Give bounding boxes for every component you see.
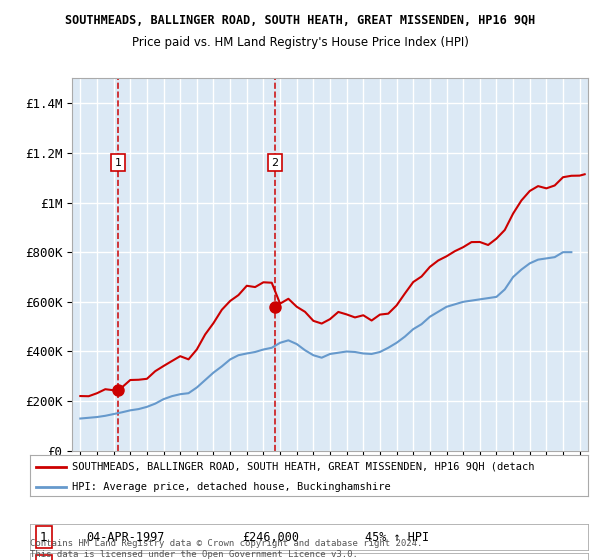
Text: Contains HM Land Registry data © Crown copyright and database right 2024.
This d: Contains HM Land Registry data © Crown c… (30, 539, 422, 559)
Text: 04-APR-1997: 04-APR-1997 (86, 530, 164, 544)
Text: 1: 1 (115, 158, 121, 168)
Text: 1: 1 (40, 530, 48, 544)
Text: SOUTHMEADS, BALLINGER ROAD, SOUTH HEATH, GREAT MISSENDEN, HP16 9QH: SOUTHMEADS, BALLINGER ROAD, SOUTH HEATH,… (65, 14, 535, 27)
Text: HPI: Average price, detached house, Buckinghamshire: HPI: Average price, detached house, Buck… (72, 482, 391, 492)
Text: 45% ↑ HPI: 45% ↑ HPI (365, 530, 429, 544)
Text: Price paid vs. HM Land Registry's House Price Index (HPI): Price paid vs. HM Land Registry's House … (131, 36, 469, 49)
Text: £246,000: £246,000 (242, 530, 299, 544)
Text: 2: 2 (271, 158, 278, 168)
Text: SOUTHMEADS, BALLINGER ROAD, SOUTH HEATH, GREAT MISSENDEN, HP16 9QH (detach: SOUTHMEADS, BALLINGER ROAD, SOUTH HEATH,… (72, 461, 535, 472)
